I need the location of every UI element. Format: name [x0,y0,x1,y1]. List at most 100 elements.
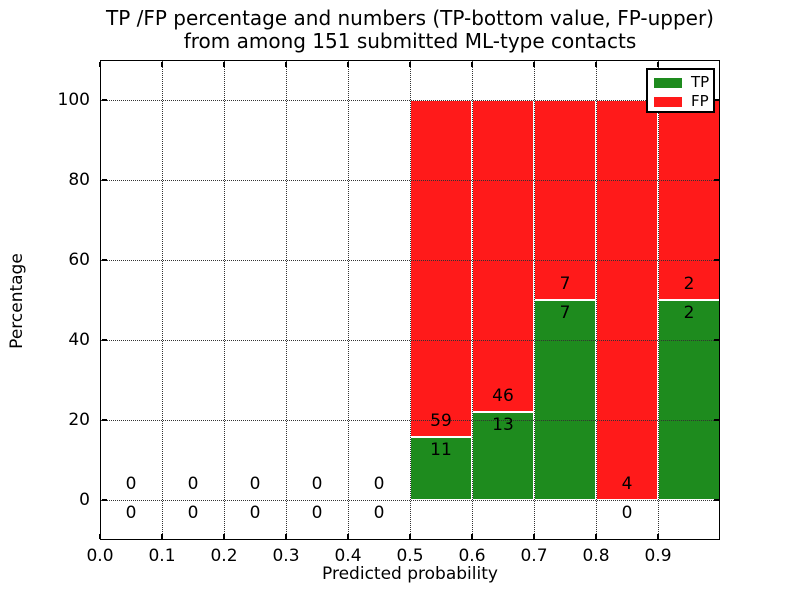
y-gridline [100,260,720,261]
x-gridline [534,60,535,540]
x-tick-label: 0.5 [396,546,424,566]
y-tick-label: 20 [68,410,90,430]
x-tick [471,533,473,539]
x-gridline [286,60,287,540]
fp-bar-segment [410,100,472,438]
y-gridline [100,340,720,341]
legend-entry: TP [648,73,713,92]
chart-subtitle: from among 151 submitted ML-type contact… [183,29,637,53]
fp-bar-segment [472,100,534,412]
x-tick-top [471,61,473,67]
y-tick-label: 40 [68,330,90,350]
tp-bar-segment [534,300,596,500]
tp-count-label: 0 [249,503,261,523]
y-gridline [100,180,720,181]
x-tick-top [161,61,163,67]
fp-count-label: 0 [187,474,199,494]
x-tick-label: 0.7 [520,546,548,566]
x-tick [161,533,163,539]
x-tick [657,533,659,539]
y-tick [101,419,107,421]
x-tick-top [285,61,287,67]
fp-count-label: 59 [430,411,452,432]
y-tick-right [713,339,719,341]
x-tick [595,533,597,539]
tp-bar-segment [658,300,720,500]
x-tick [99,533,101,539]
x-tick [347,533,349,539]
x-tick-top [347,61,349,67]
x-tick [533,533,535,539]
x-axis-label: Predicted probability [322,564,498,584]
x-gridline [162,60,163,540]
y-tick-right [713,259,719,261]
tp-count-label: 11 [430,440,452,461]
x-gridline [348,60,349,540]
x-tick-label: 0.1 [148,546,176,566]
y-tick-right [713,499,719,501]
fp-count-label: 46 [492,385,514,406]
fp-count-label: 4 [621,474,633,494]
y-tick-label: 100 [57,90,90,110]
x-gridline [596,60,597,540]
fp-count-label: 2 [683,274,695,294]
tp-count-label: 7 [559,303,571,323]
x-tick-top [409,61,411,67]
x-tick-top [657,61,659,67]
x-tick-label: 0.6 [458,546,486,566]
y-tick [101,99,107,101]
x-gridline [224,60,225,540]
legend-label: FP [691,92,709,110]
fp-count-label: 0 [373,474,385,494]
legend-box: TP FP [646,68,715,113]
tp-count-label: 0 [311,503,323,523]
x-gridline [658,60,659,540]
y-gridline [100,500,720,501]
x-tick-label: 0.2 [210,546,238,566]
x-tick [409,533,411,539]
fp-count-label: 0 [125,474,137,494]
y-tick [101,339,107,341]
fp-count-label: 0 [311,474,323,494]
x-tick-label: 0.9 [644,546,672,566]
tp-count-label: 0 [621,503,633,523]
legend-swatch-fp-icon [654,96,682,107]
chart-title-block: TP /FP percentage and numbers (TP-bottom… [100,7,720,53]
y-gridline [100,420,720,421]
y-tick-label: 80 [68,170,90,190]
fp-bar-segment [658,100,720,300]
x-tick-label: 0.8 [582,546,610,566]
x-tick-top [223,61,225,67]
fp-count-label: 7 [559,274,571,294]
x-tick-top [99,61,101,67]
y-tick [101,499,107,501]
x-tick-label: 0.0 [86,546,114,566]
y-tick [101,259,107,261]
x-gridline [472,60,473,540]
fp-bar-segment [596,100,658,500]
x-tick [223,533,225,539]
y-tick-label: 60 [68,250,90,270]
y-tick-right [713,419,719,421]
fp-count-label: 0 [249,474,261,494]
tp-count-label: 0 [187,503,199,523]
y-tick-right [713,99,719,101]
y-tick [101,179,107,181]
chart-title: TP /FP percentage and numbers (TP-bottom… [106,6,714,30]
x-tick-label: 0.3 [272,546,300,566]
y-gridline [100,100,720,101]
tp-count-label: 13 [492,414,514,435]
legend-entry: FP [648,92,713,111]
legend-swatch-tp-icon [654,77,682,88]
x-tick-top [595,61,597,67]
y-tick-label: 0 [79,490,90,510]
tp-count-label: 2 [683,303,695,323]
fp-bar-segment [534,100,596,300]
x-gridline [410,60,411,540]
tp-count-label: 0 [373,503,385,523]
x-tick-top [533,61,535,67]
legend-label: TP [691,73,710,91]
x-tick-label: 0.4 [334,546,362,566]
y-tick-right [713,179,719,181]
